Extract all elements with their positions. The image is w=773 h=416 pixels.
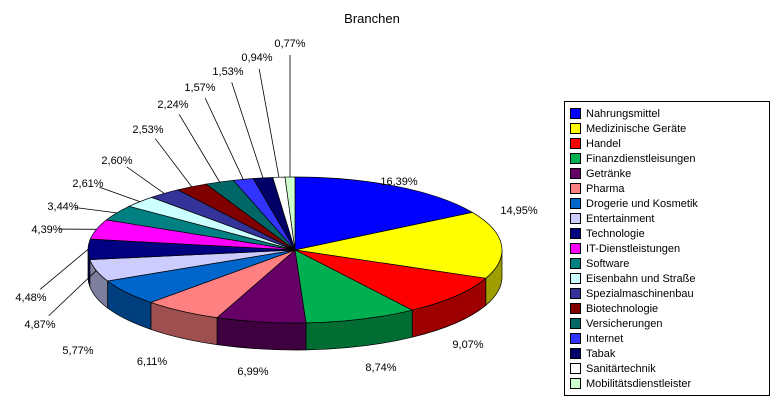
legend-swatch [570,303,581,314]
legend-label: Medizinische Geräte [586,122,687,135]
legend-label: Biotechnologie [586,302,659,315]
legend-label: Sanitärtechnik [586,362,656,375]
percentage-label: 6,11% [137,356,168,368]
legend-label: Getränke [586,167,632,180]
legend-label: Finanzdienstleisungen [586,152,696,165]
legend-label: Spezialmaschinenbau [586,287,694,300]
leader-line [204,97,244,180]
legend-swatch [570,123,581,134]
legend-label: Nahrungsmittel [586,107,660,120]
pie-slice [294,176,474,251]
percentage-label: 2,24% [157,99,188,111]
legend-swatch [570,363,581,374]
legend-item: Tabak [570,346,764,361]
leader-line [178,114,220,183]
legend-swatch [570,288,581,299]
percentage-label: 5,77% [62,345,93,357]
leader-line [74,207,117,214]
legend-swatch [570,258,581,269]
percentage-label: 6,99% [237,366,268,378]
leader-line [154,138,193,187]
legend-label: Entertainment [586,212,655,225]
percentage-label: 3,44% [47,201,78,213]
legend-item: Versicherungen [570,316,764,331]
percentage-label: 4,87% [24,319,55,331]
legend-label: Mobilitätsdienstleister [586,377,692,390]
legend-item: IT-Dienstleistungen [570,241,764,256]
legend-swatch [570,243,581,254]
leader-line [126,166,165,194]
legend-item: Entertainment [570,211,764,226]
legend-swatch [570,273,581,284]
legend-item: Pharma [570,181,764,196]
legend-label: Tabak [586,347,616,360]
percentage-label: 1,57% [184,82,215,94]
legend-swatch [570,198,581,209]
percentage-label: 14,95% [500,205,538,217]
legend-label: Pharma [586,182,625,195]
legend-swatch [570,213,581,224]
percentage-label: 1,53% [212,66,243,78]
leader-line [258,68,280,178]
legend-swatch [570,168,581,179]
legend-item: Eisenbahn und Straße [570,271,764,286]
legend-item: Medizinische Geräte [570,121,764,136]
legend-label: Handel [586,137,621,150]
legend-swatch [570,333,581,344]
legend-swatch [570,138,581,149]
legend-item: Drogerie und Kosmetik [570,196,764,211]
leader-line [231,82,264,179]
pie-slice [294,212,503,279]
percentage-label: 16,39% [380,176,418,188]
legend-item: Internet [570,331,764,346]
legend-swatch [570,228,581,239]
legend-swatch [570,348,581,359]
legend-swatch [570,153,581,164]
legend-label: Drogerie und Kosmetik [586,197,698,210]
legend-label: Technologie [586,227,645,240]
legend-item: Sanitärtechnik [570,361,764,376]
leader-line [39,249,89,290]
percentage-label: 0,94% [241,52,272,64]
legend-label: Internet [586,332,624,345]
percentage-label: 8,74% [365,362,396,374]
legend-item: Getränke [570,166,764,181]
legend-item: Nahrungsmittel [570,106,764,121]
legend-item: Finanzdienstleisungen [570,151,764,166]
legend-swatch [570,108,581,119]
legend-item: Handel [570,136,764,151]
legend-swatch [570,183,581,194]
legend-item: Biotechnologie [570,301,764,316]
legend-label: Eisenbahn und Straße [586,272,696,285]
chart-title: Branchen [344,11,400,26]
legend-item: Spezialmaschinenbau [570,286,764,301]
legend-item: Technologie [570,226,764,241]
legend-item: Software [570,256,764,271]
legend-swatch [570,378,581,389]
percentage-label: 2,61% [72,178,103,190]
legend: Nahrungsmittel Medizinische Geräte Handel F… [564,101,770,396]
percentage-label: 9,07% [452,339,483,351]
pie-slice [294,249,487,311]
percentage-label: 4,48% [15,292,46,304]
leader-line [48,270,97,317]
percentage-label: 4,39% [31,224,62,236]
percentage-label: 2,53% [132,124,163,136]
legend-label: Software [586,257,630,270]
percentage-label: 2,60% [101,155,132,167]
leader-line [99,186,140,203]
legend-item: Mobilitätsdienstleister [570,376,764,391]
legend-label: Versicherungen [586,317,663,330]
pie-slice [294,249,414,324]
legend-swatch [570,318,581,329]
legend-label: IT-Dienstleistungen [586,242,681,255]
percentage-label: 0,77% [274,38,305,50]
